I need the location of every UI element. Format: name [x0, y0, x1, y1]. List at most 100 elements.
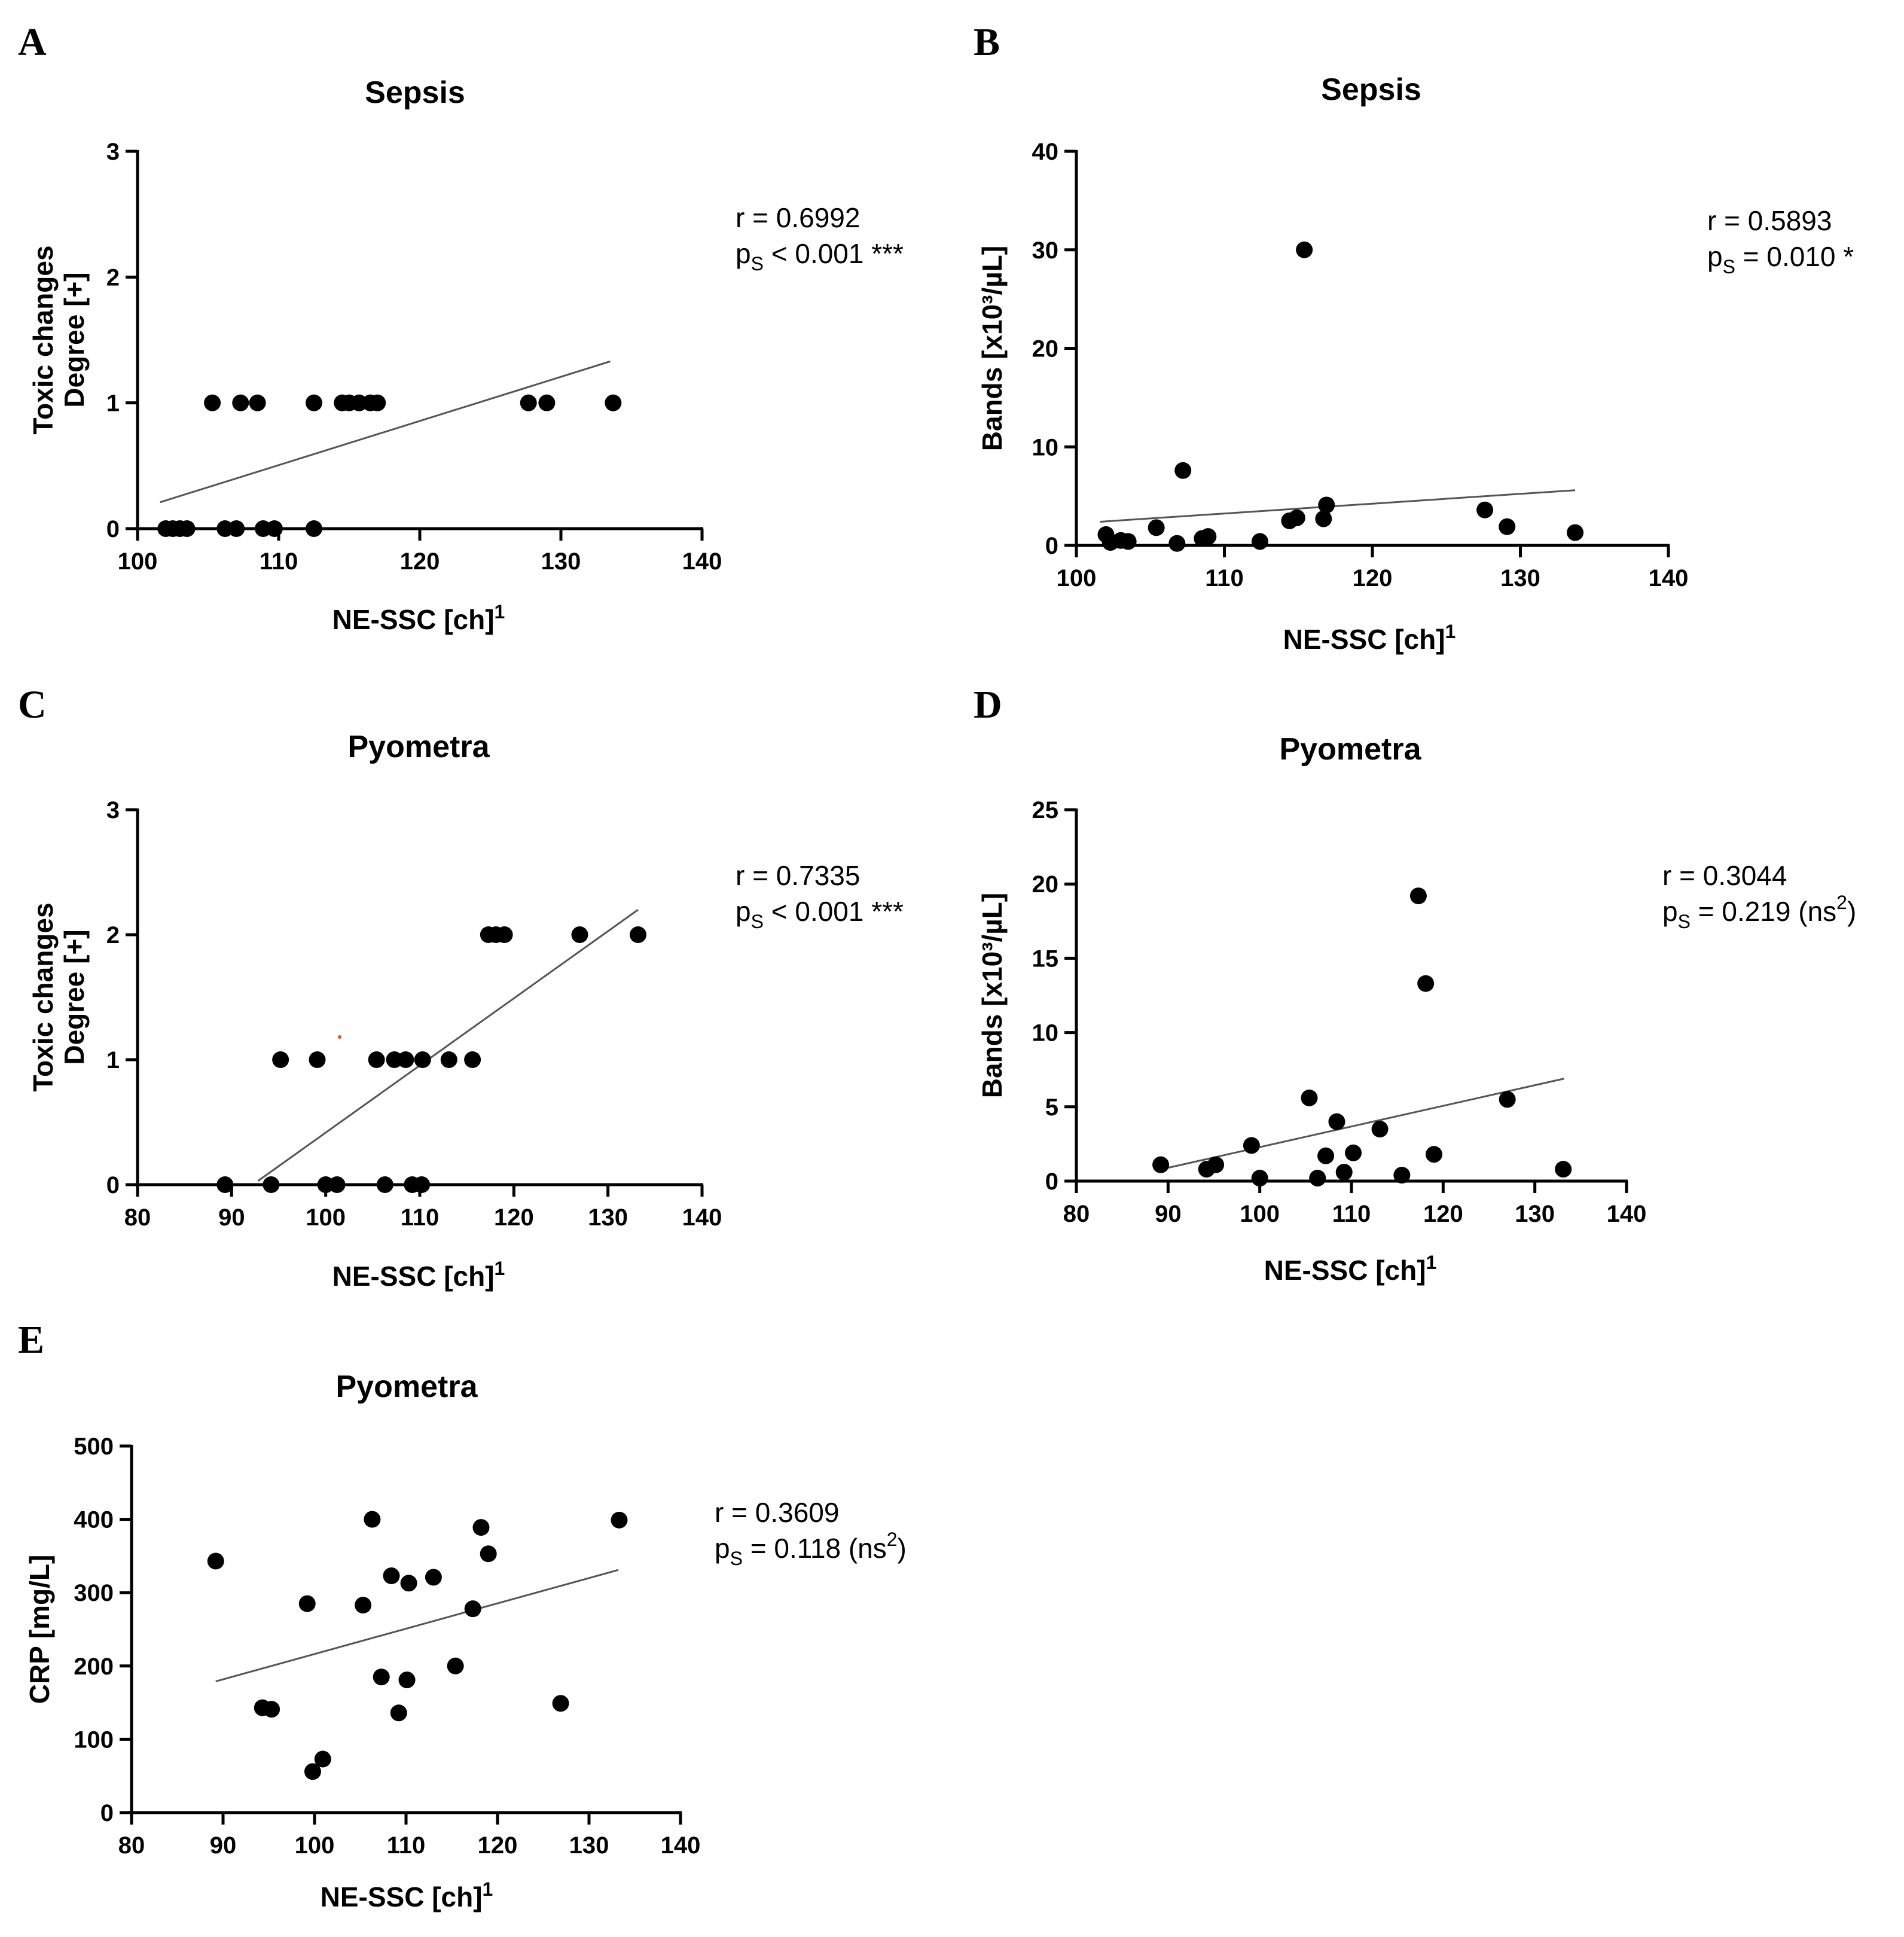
- stat-r: r = 0.3609: [715, 1497, 839, 1528]
- stat-r: r = 0.6992: [736, 202, 860, 233]
- x-tick-label: 110: [1205, 565, 1244, 591]
- y-tick-label: 3: [106, 139, 120, 165]
- panel-letter: D: [974, 683, 1002, 727]
- data-point: [630, 926, 647, 943]
- data-point: [1309, 1170, 1326, 1187]
- x-tick-label: 100: [295, 1832, 335, 1859]
- x-axis-label: NE-SSC [ch]1: [332, 1258, 505, 1292]
- data-point: [1317, 1147, 1335, 1164]
- data-point: [1328, 1113, 1345, 1130]
- data-point: [263, 1701, 280, 1718]
- panel-letter: E: [18, 1318, 44, 1362]
- x-tick-label: 130: [541, 548, 581, 575]
- data-point: [178, 520, 196, 537]
- x-tick-label: 130: [588, 1204, 628, 1231]
- data-point: [1315, 510, 1332, 527]
- data-point: [1243, 1137, 1260, 1154]
- x-tick-label: 140: [682, 548, 722, 575]
- data-point: [306, 394, 322, 411]
- data-point: [207, 1552, 224, 1570]
- y-tick-label: 300: [74, 1580, 114, 1606]
- stat-p: pS = 0.010 *: [1707, 241, 1854, 277]
- data-point: [204, 394, 221, 411]
- x-tick-label: 120: [400, 548, 440, 575]
- data-point: [249, 394, 266, 411]
- x-tick-label: 80: [118, 1832, 145, 1859]
- data-point: [228, 520, 245, 537]
- stat-p: pS < 0.001 ***: [736, 238, 904, 274]
- panel-letter: C: [18, 683, 47, 727]
- data-point: [520, 394, 537, 411]
- data-point: [369, 394, 386, 411]
- y-axis-label: Degree [+]: [59, 272, 90, 407]
- x-axis-label: NE-SSC [ch]1: [1283, 621, 1456, 655]
- data-point: [1318, 496, 1335, 514]
- y-tick-label: 1: [106, 1047, 120, 1073]
- data-point: [1345, 1144, 1362, 1161]
- y-axis-label: Bands [x10³/µL]: [977, 246, 1008, 451]
- data-point: [364, 1511, 381, 1528]
- stat-p: pS < 0.001 ***: [736, 896, 904, 932]
- panel-b: B Sepsis 100 110 120 130 140 0 10 20 30 40 NE-SSC [c…: [974, 20, 1854, 655]
- y-axis-label: CRP [mg/L]: [24, 1555, 55, 1704]
- regression-line: [1161, 1078, 1565, 1170]
- y-tick-label: 2: [106, 922, 120, 948]
- data-point: [472, 1519, 490, 1536]
- x-tick-label: 140: [661, 1832, 701, 1859]
- data-point: [1207, 1156, 1225, 1173]
- y-tick-label: 400: [74, 1507, 114, 1533]
- chart-title: Sepsis: [1321, 72, 1421, 107]
- data-point: [1174, 462, 1192, 479]
- y-tick-label: 0: [1045, 1169, 1058, 1195]
- y-tick-label: 500: [74, 1433, 114, 1460]
- stat-r: r = 0.3044: [1662, 860, 1787, 891]
- y-tick-label: 40: [1032, 139, 1059, 165]
- x-axis-label: NE-SSC [ch]1: [1264, 1252, 1437, 1286]
- regression-line: [257, 908, 639, 1182]
- data-point: [480, 1545, 497, 1563]
- x-tick-label: 80: [124, 1204, 151, 1231]
- data-point: [1393, 1167, 1411, 1184]
- panel-e: E Pyometra 80 90 100 110 120 130 140 0 100 200 300 40…: [18, 1318, 907, 1912]
- data-point: [1409, 887, 1427, 905]
- y-tick-label: 0: [100, 1800, 114, 1826]
- y-tick-label: 15: [1032, 945, 1059, 972]
- data-point: [373, 1668, 390, 1686]
- data-point: [1296, 241, 1313, 258]
- x-tick-label: 140: [1649, 565, 1689, 591]
- stat-p: pS = 0.118 (ns2): [715, 1529, 907, 1569]
- data-point: [1148, 519, 1165, 536]
- data-point: [383, 1567, 400, 1585]
- y-axis-label: Toxic changes: [28, 245, 59, 434]
- data-point: [263, 1176, 280, 1193]
- x-tick-label: 120: [494, 1204, 534, 1231]
- data-point: [355, 1597, 372, 1614]
- x-tick-label: 130: [569, 1832, 609, 1859]
- x-tick-label: 120: [1423, 1201, 1463, 1227]
- y-tick-label: 0: [106, 516, 120, 542]
- data-point: [464, 1051, 481, 1068]
- stat-r: r = 0.5893: [1707, 205, 1832, 236]
- y-tick-label: 3: [106, 797, 120, 823]
- x-tick-label: 120: [1353, 565, 1393, 591]
- y-tick-label: 1: [106, 391, 120, 417]
- stat-r: r = 0.7335: [736, 860, 860, 891]
- chart-title: Pyometra: [1280, 732, 1422, 767]
- panel-a: A Sepsis 100 110 120 130 140 0 1 2 3 NE-SSC [ch]1 To…: [18, 20, 904, 635]
- data-point: [1371, 1121, 1389, 1138]
- data-point: [1119, 533, 1137, 550]
- chart-title: Pyometra: [348, 730, 490, 764]
- y-tick-label: 0: [106, 1172, 120, 1198]
- x-tick-label: 90: [210, 1832, 237, 1859]
- data-point: [1335, 1164, 1353, 1181]
- data-point: [1499, 518, 1516, 535]
- y-tick-label: 10: [1032, 1020, 1059, 1047]
- chart-title: Sepsis: [365, 75, 465, 110]
- x-tick-label: 80: [1063, 1201, 1090, 1227]
- y-axis-label: Degree [+]: [59, 929, 90, 1064]
- x-tick-label: 140: [682, 1204, 722, 1231]
- data-point: [1251, 533, 1268, 550]
- x-tick-label: 110: [387, 1832, 426, 1859]
- regression-line: [1100, 489, 1576, 523]
